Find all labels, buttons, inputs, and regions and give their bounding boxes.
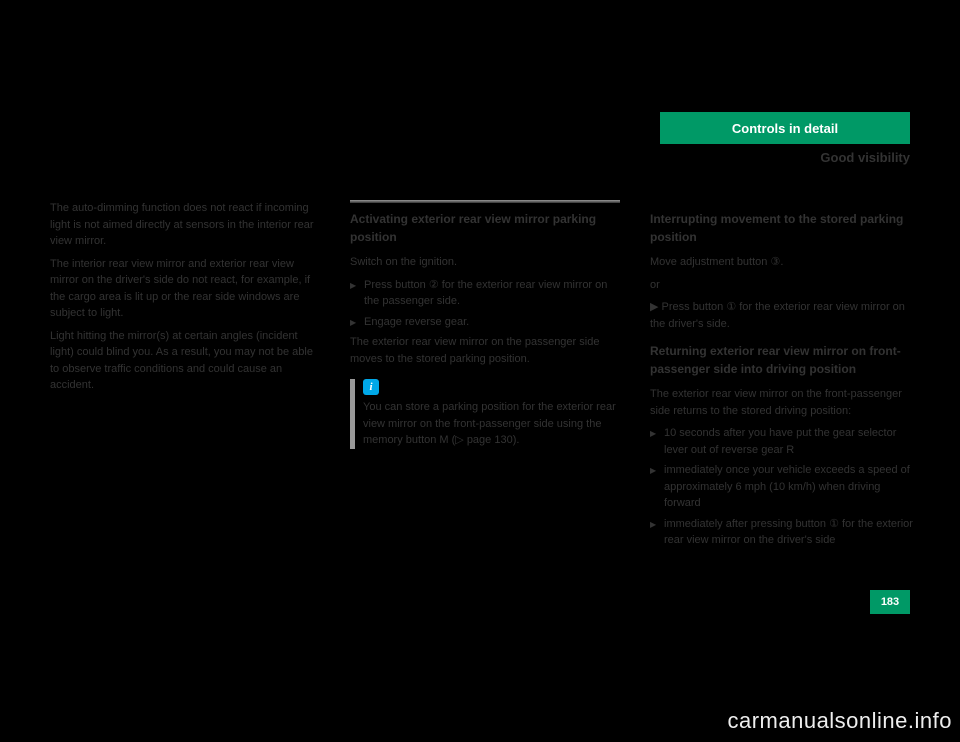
header-tab: Controls in detail [660, 112, 910, 144]
col3-heading2: Returning exterior rear view mirror on f… [650, 342, 920, 378]
column-3: Interrupting movement to the stored park… [650, 200, 920, 553]
column-2: Activating exterior rear view mirror par… [350, 200, 620, 461]
list-item: Engage reverse gear. [350, 314, 620, 331]
info-content: i You can store a parking position for t… [363, 379, 620, 449]
col1-para3: Light hitting the mirror(s) at certain a… [50, 328, 320, 394]
col1-para1: The auto-dimming function does not react… [50, 200, 320, 250]
col2-list: Press button ② for the exterior rear vie… [350, 277, 620, 331]
col2-heading: Activating exterior rear view mirror par… [350, 210, 620, 246]
info-box: i You can store a parking position for t… [350, 379, 620, 449]
col3-para1: Move adjustment button ③. [650, 254, 920, 271]
col2-intro: Switch on the ignition. [350, 254, 620, 271]
info-icon: i [363, 379, 379, 395]
col3-para2: ▶ Press button ① for the exterior rear v… [650, 299, 920, 332]
col1-para2: The interior rear view mirror and exteri… [50, 256, 320, 322]
page-number-box: 183 [870, 590, 910, 614]
header-tab-label: Controls in detail [732, 121, 838, 136]
list-item: immediately after pressing button ① for … [650, 516, 920, 549]
info-bar [350, 379, 355, 449]
page-number: 183 [881, 596, 899, 608]
info-text: You can store a parking position for the… [363, 399, 620, 449]
watermark: carmanualsonline.info [727, 708, 952, 734]
column-1: The auto-dimming function does not react… [50, 200, 320, 400]
col2-para-after: The exterior rear view mirror on the pas… [350, 334, 620, 367]
list-item: immediately once your vehicle exceeds a … [650, 462, 920, 512]
col3-para3: The exterior rear view mirror on the fro… [650, 386, 920, 419]
col3-heading: Interrupting movement to the stored park… [650, 210, 920, 246]
col3-list: 10 seconds after you have put the gear s… [650, 425, 920, 549]
list-item: Press button ② for the exterior rear vie… [350, 277, 620, 310]
list-item: 10 seconds after you have put the gear s… [650, 425, 920, 458]
col3-para2-label: or [650, 277, 920, 294]
header-subtitle: Good visibility [820, 150, 910, 165]
